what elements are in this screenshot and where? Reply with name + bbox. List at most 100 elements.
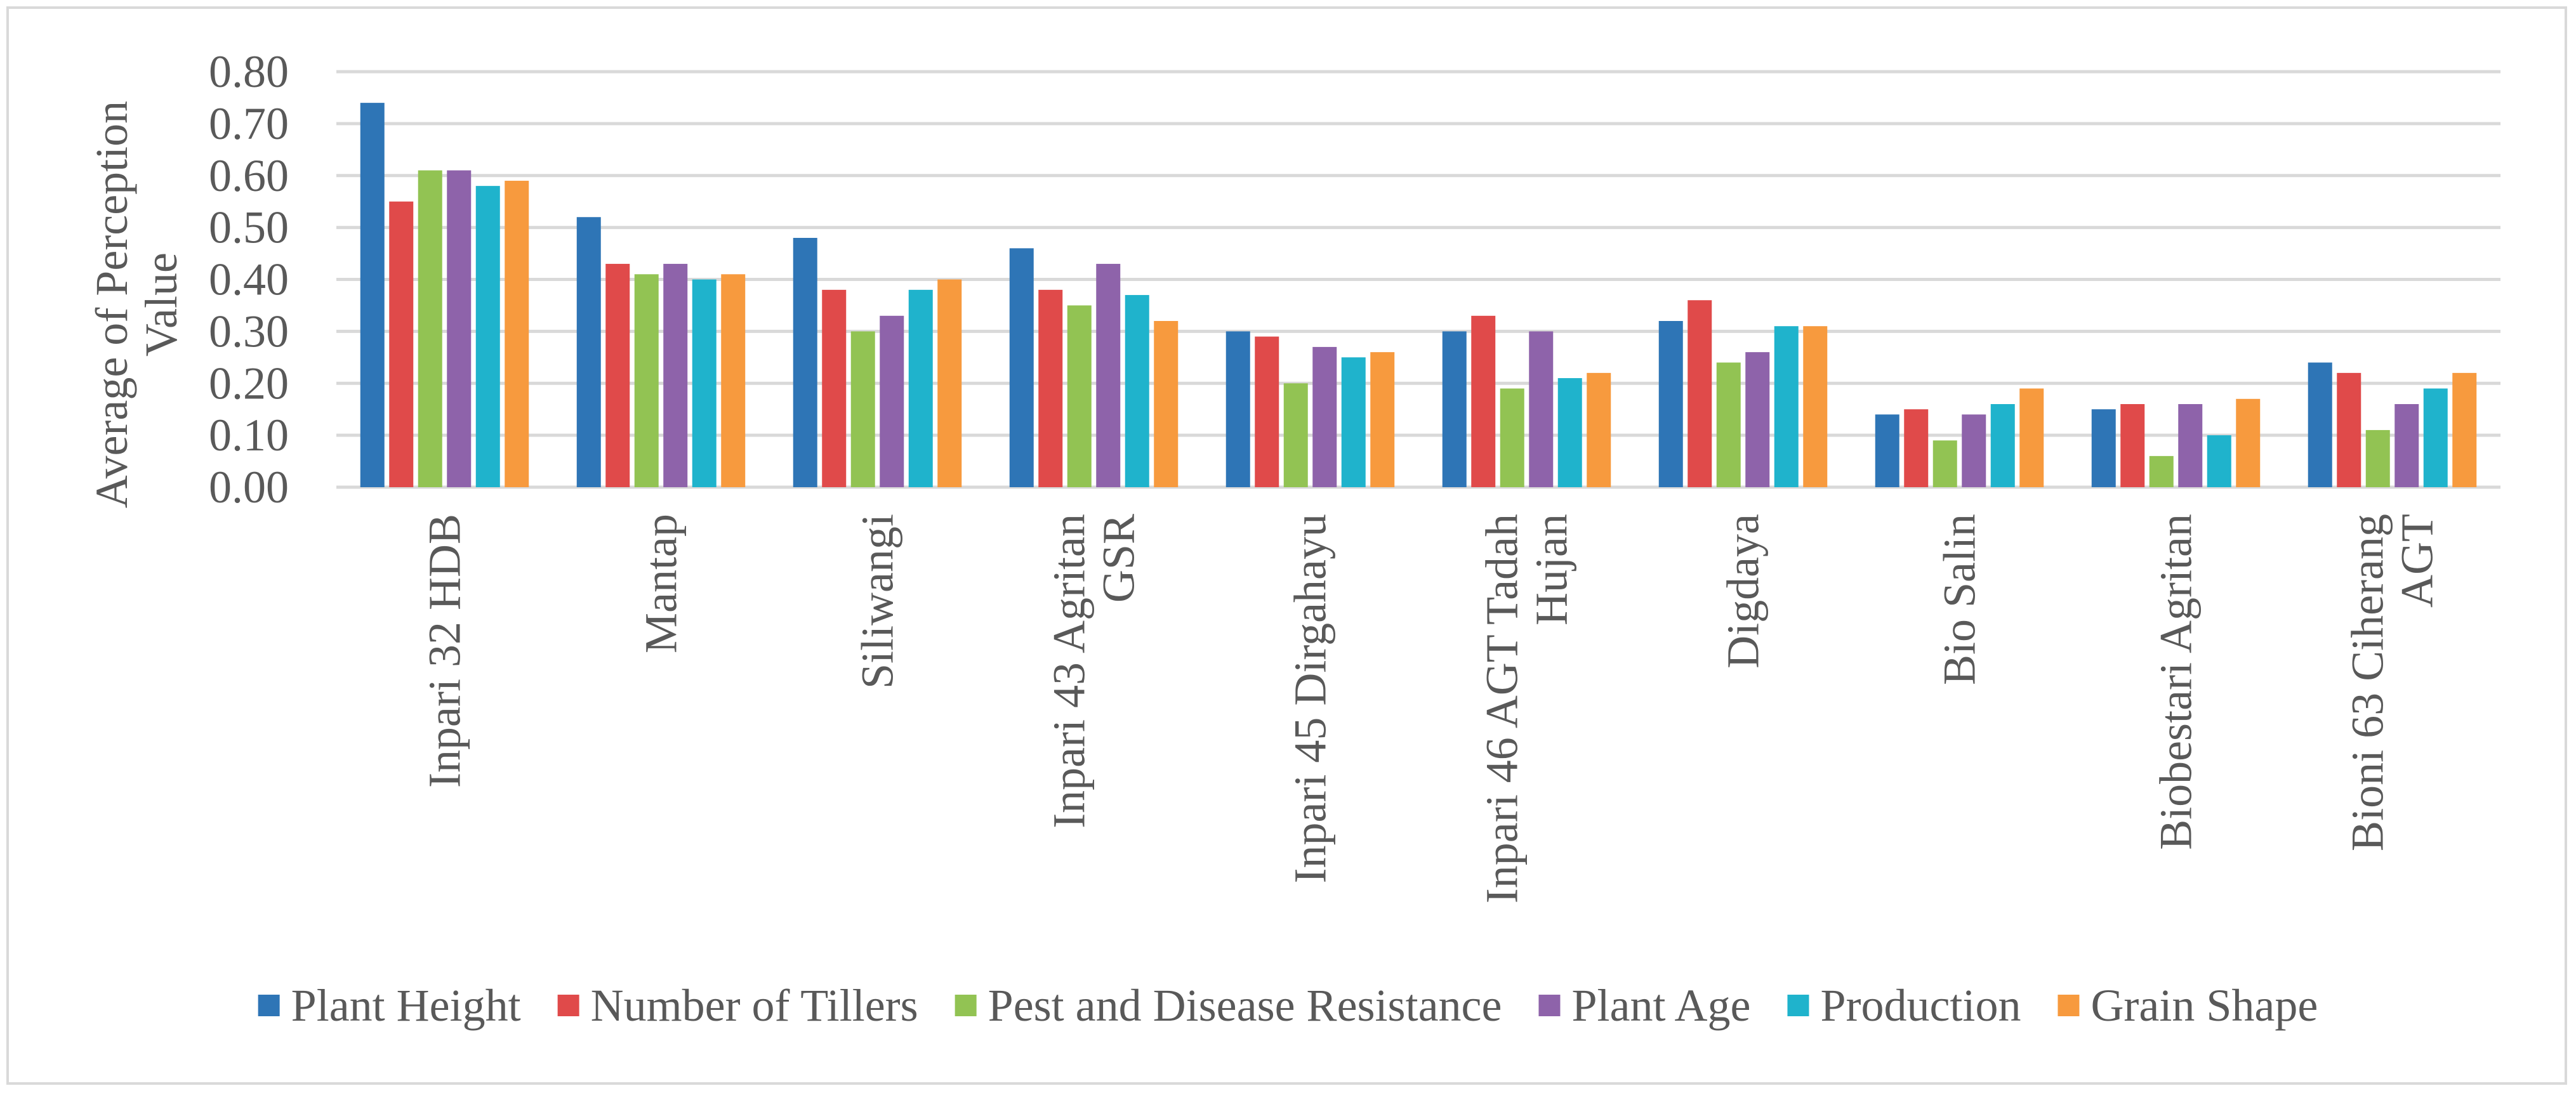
- bar: [360, 103, 385, 487]
- bar: [1803, 326, 1828, 487]
- category-label: Inpari 45 Dirgahayu: [1285, 514, 1336, 884]
- bar: [1557, 378, 1582, 487]
- bar: [1009, 248, 1034, 487]
- legend-swatch: [2057, 995, 2080, 1016]
- bar: [605, 263, 630, 487]
- bar: [692, 279, 717, 487]
- bar: [880, 315, 904, 487]
- legend-label: Plant Age: [1571, 980, 1750, 1031]
- y-axis-ticks: 0.000.100.200.300.400.500.600.700.80: [209, 46, 289, 513]
- bar: [1038, 289, 1063, 487]
- bar: [1283, 383, 1308, 487]
- legend-swatch: [1538, 995, 1561, 1016]
- category-label-line: Inpari 32 HDB: [419, 514, 470, 788]
- bar: [2091, 409, 2116, 487]
- bar: [1688, 300, 1712, 487]
- y-tick-label: 0.30: [209, 306, 289, 357]
- bar: [634, 274, 659, 487]
- category-label-line: AGT: [2392, 514, 2443, 608]
- category-label: Mantap: [636, 514, 687, 653]
- y-tick-label: 0.70: [209, 98, 289, 149]
- bar: [1471, 315, 1496, 487]
- bar: [1875, 414, 1899, 487]
- bar: [1154, 321, 1179, 487]
- category-label-line: Digdaya: [1718, 514, 1769, 669]
- x-axis-categories: Inpari 32 HDB Mantap Siliwangi Inpari 43 Ag…: [419, 514, 2443, 903]
- bar: [2178, 404, 2203, 487]
- category-label: Inpari 32 HDB: [419, 514, 470, 788]
- bar: [2423, 388, 2448, 487]
- y-tick-label: 0.50: [209, 202, 289, 253]
- bar: [937, 279, 962, 487]
- legend: Plant Height Number of Tillers Pest and Di…: [258, 980, 2318, 1031]
- bar: [2207, 435, 2231, 487]
- category-label-line: Inpari 46 AGT Tadah: [1477, 514, 1528, 903]
- bar: [2019, 388, 2044, 487]
- legend-label: Plant Height: [291, 980, 521, 1031]
- category-label-line: Hujan: [1526, 514, 1577, 625]
- y-tick-label: 0.60: [209, 150, 289, 201]
- bar: [1225, 331, 1250, 487]
- y-axis-title-group: Average of PerceptionValue: [86, 101, 187, 508]
- bar: [1658, 321, 1683, 487]
- bar: [663, 263, 688, 487]
- category-label-line: Biobestari Agritan: [2151, 514, 2202, 850]
- bar: [1500, 388, 1524, 487]
- y-tick-label: 0.00: [209, 462, 289, 513]
- bar: [1312, 346, 1337, 487]
- gridlines: [336, 70, 2500, 489]
- bar: [505, 180, 529, 487]
- bar: [1774, 326, 1799, 487]
- bar: [721, 274, 746, 487]
- legend-swatch: [258, 995, 280, 1016]
- bar: [1990, 404, 2015, 487]
- bar: [908, 289, 933, 487]
- bar: [2120, 404, 2145, 487]
- category-label-line: Bio Salin: [1934, 514, 1985, 685]
- bar: [793, 238, 817, 487]
- category-label-line: Inpari 45 Dirgahayu: [1285, 514, 1336, 884]
- bar: [1370, 352, 1395, 487]
- y-tick-label: 0.40: [209, 254, 289, 305]
- category-label: Siliwangi: [852, 514, 903, 689]
- legend-label: Grain Shape: [2091, 980, 2318, 1031]
- category-label-line: Inpari 43 Agritan: [1044, 514, 1095, 828]
- bar: [1904, 409, 1929, 487]
- bar: [1255, 336, 1279, 487]
- bar: [1745, 352, 1770, 487]
- legend-swatch: [1787, 995, 1809, 1016]
- legend-swatch: [954, 995, 977, 1016]
- y-tick-label: 0.20: [209, 358, 289, 409]
- bar: [1716, 362, 1741, 487]
- bar: [1962, 414, 1986, 487]
- legend-swatch: [557, 995, 579, 1016]
- bar: [418, 170, 442, 487]
- category-label: Digdaya: [1718, 514, 1769, 669]
- category-label: Bio Salin: [1934, 514, 1985, 685]
- bar: [2308, 362, 2332, 487]
- bar: [1067, 305, 1092, 487]
- legend-label: Number of Tillers: [591, 980, 918, 1031]
- bar: [1341, 357, 1366, 487]
- y-tick-label: 0.10: [209, 410, 289, 461]
- bar: [1125, 295, 1149, 487]
- bar: [1932, 440, 1957, 487]
- bar: [576, 217, 601, 487]
- bar: [2337, 372, 2361, 487]
- category-label-line: Bioni 63 Ciherang: [2342, 514, 2393, 851]
- bar: [1096, 263, 1121, 487]
- legend-label: Production: [1820, 980, 2021, 1031]
- legend-label: Pest and Disease Resistance: [988, 980, 1502, 1031]
- bars: [360, 103, 2477, 487]
- category-label-line: Mantap: [636, 514, 687, 653]
- y-tick-label: 0.80: [209, 46, 289, 97]
- bar: [2452, 372, 2477, 487]
- bar: [389, 201, 414, 487]
- bar: [1529, 331, 1554, 487]
- category-label: Biobestari Agritan: [2151, 514, 2202, 850]
- bar: [2236, 398, 2261, 487]
